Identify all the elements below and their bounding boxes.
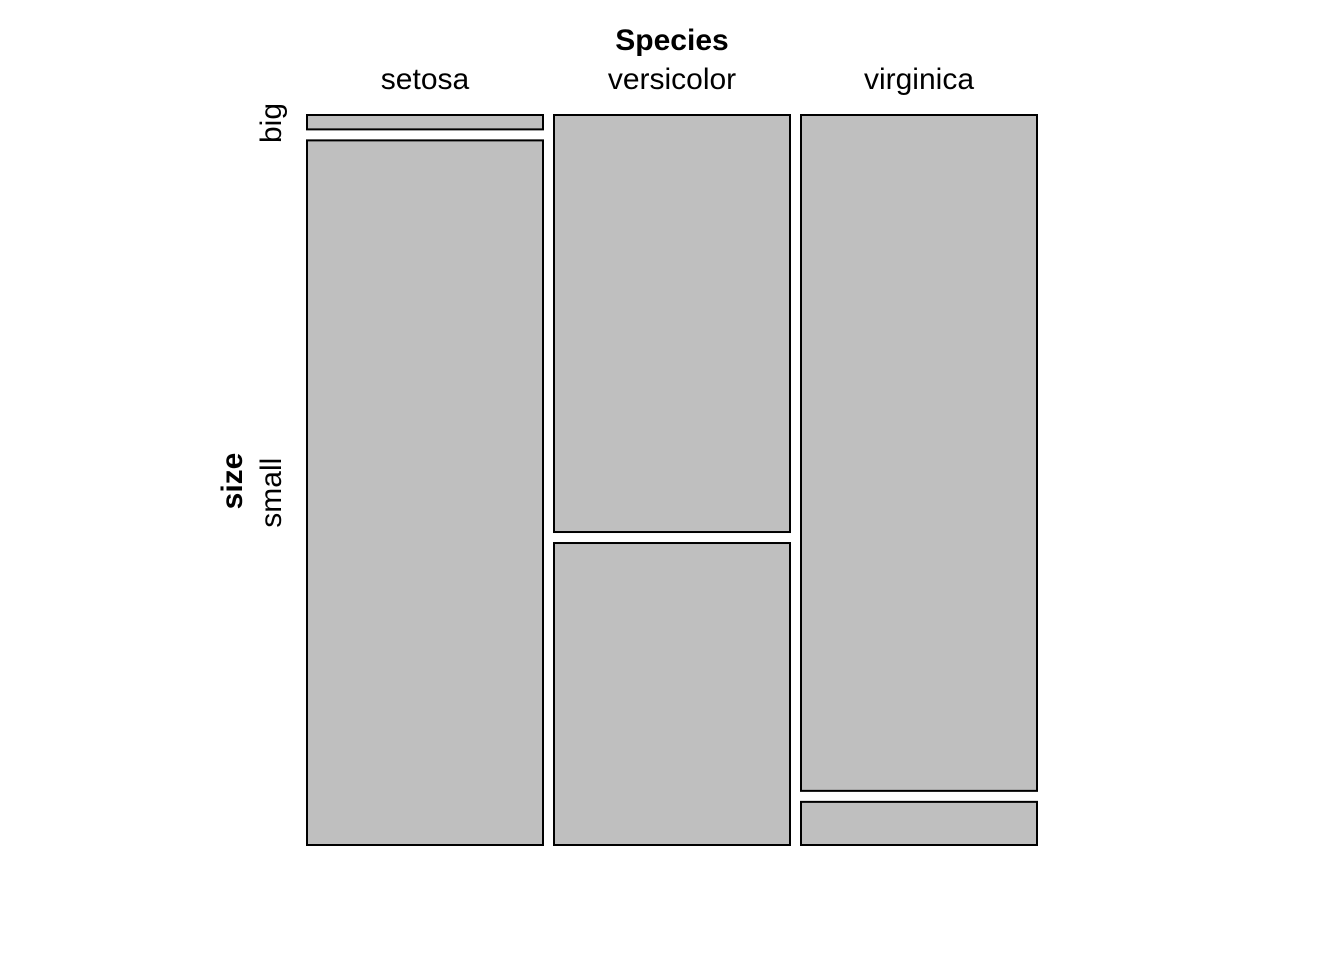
y-axis-title: size xyxy=(216,453,249,510)
y-tick-labels: big small xyxy=(255,103,288,528)
mosaic-tiles xyxy=(306,114,1038,847)
tile-virginica-small xyxy=(800,800,1038,846)
x-axis-title: Species xyxy=(615,24,728,57)
tile-virginica-big xyxy=(800,114,1038,792)
tile-setosa-small xyxy=(306,139,544,846)
y-tick-big: big xyxy=(255,103,288,143)
tile-versicolor-big xyxy=(553,114,791,534)
x-tick-setosa: setosa xyxy=(381,63,470,96)
x-tick-virginica: virginica xyxy=(864,63,974,96)
x-tick-versicolor: versicolor xyxy=(608,63,736,96)
tile-versicolor-small xyxy=(553,542,791,847)
y-tick-small: small xyxy=(255,458,288,528)
x-tick-labels: setosa versicolor virginica xyxy=(381,63,975,96)
tile-setosa-big xyxy=(306,114,544,131)
